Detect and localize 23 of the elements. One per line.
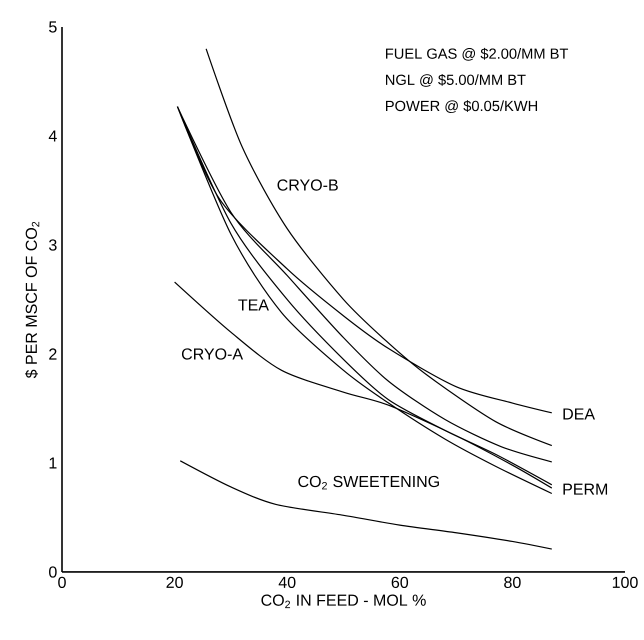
y-tick-label: 2 [49,348,56,360]
annotation: NGL @ $5.00/MM BT [386,74,526,87]
y-tick-label: 3 [49,239,57,251]
series-label: CRYO-B [278,179,338,191]
x-axis-title: CO$_{2}$ IN FEED - MOL % [261,594,426,608]
y-tick-label: 0 [49,566,57,578]
series-label: DEA [563,408,596,420]
series-label: TEA [238,299,269,310]
series-label: CRYO-A [182,348,244,360]
y-tick-label: 4 [48,130,57,142]
annotation: FUEL GAS @ $2.00/MM BT [386,48,568,61]
annotation: POWER @ $0.05/KWH [386,100,538,114]
x-tick-label: 60 [392,576,408,588]
series-label: PERM [563,484,608,495]
x-tick-label: 40 [278,576,296,588]
series-label: CO$_{2}$ SWEETENING [298,476,439,490]
x-tick-label: 20 [166,576,183,588]
y-axis-title: $ PER MSCF OF CO$_{2}$ [25,222,40,378]
y-tick-label: 1 [50,457,57,468]
x-tick-label: 100 [612,576,638,588]
x-tick-label: 80 [504,576,521,588]
y-tick-label: 5 [49,21,57,33]
x-tick-label: 0 [58,576,66,588]
